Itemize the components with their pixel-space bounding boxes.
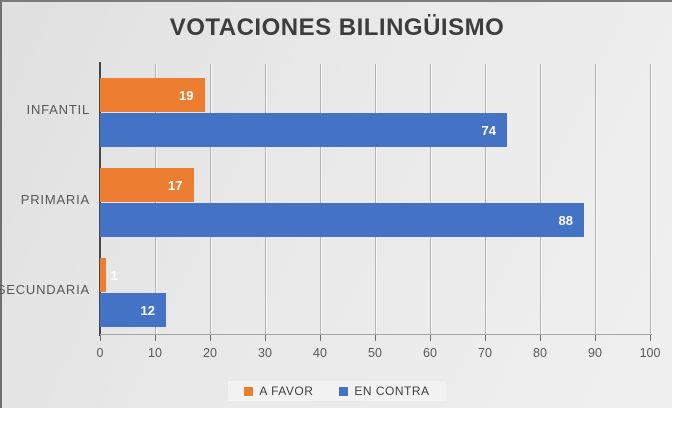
legend-label: A FAVOR	[259, 384, 314, 398]
x-axis-tick	[485, 335, 486, 341]
category-label-primaria: PRIMARIA	[20, 191, 90, 207]
x-axis-tick-label: 0	[96, 346, 104, 360]
gridline	[429, 64, 431, 334]
bar-a-favor-secundaria[interactable]: 1	[100, 258, 118, 292]
x-axis-tick-label: 20	[203, 346, 217, 360]
plot-area: 19 74 17 88 1 12	[99, 62, 651, 336]
bar-en-contra-secundaria[interactable]: 12	[100, 293, 166, 327]
category-label-infantil: INFANTIL	[26, 101, 90, 117]
bar-value-label: 1	[110, 267, 118, 283]
x-axis-tick-label: 70	[478, 346, 492, 360]
x-axis-tick-label: 40	[313, 346, 327, 360]
bar-value-label: 74	[481, 122, 496, 138]
x-axis-tick	[430, 335, 431, 341]
gridline	[484, 64, 486, 334]
x-axis-tick-label: 90	[588, 346, 602, 360]
x-axis-tick-label: 80	[533, 346, 547, 360]
bar-en-contra-infantil[interactable]: 74	[100, 113, 507, 147]
x-axis-tick-label: 10	[148, 346, 162, 360]
gridline	[374, 64, 376, 334]
bar-a-favor-infantil[interactable]: 19	[100, 78, 205, 112]
x-axis-tick	[155, 335, 156, 341]
chart-title: VOTACIONES BILINGÜISMO	[169, 14, 505, 41]
bar-en-contra-primaria[interactable]: 88	[100, 203, 584, 237]
legend-item-en-contra[interactable]: EN CONTRA	[339, 384, 429, 398]
gridline	[539, 64, 541, 334]
x-axis-tick	[320, 335, 321, 341]
category-label-secundaria: SECUNDARIA	[0, 281, 90, 297]
legend-swatch-en-contra	[339, 386, 349, 396]
x-axis-tick-label: 50	[368, 346, 382, 360]
bar-value-label: 17	[168, 177, 183, 193]
chart-frame: VOTACIONES BILINGÜISMO 19 74 17 88 1 12 INFAN…	[0, 0, 672, 408]
x-axis-tick	[540, 335, 541, 341]
gridline	[319, 64, 321, 334]
gridline	[649, 64, 651, 334]
x-axis-tick-label: 60	[423, 346, 437, 360]
x-axis-tick-label: 30	[258, 346, 272, 360]
bar-value-label: 19	[179, 87, 194, 103]
bar-value-label: 12	[140, 302, 155, 318]
gridline	[594, 64, 596, 334]
x-axis-tick	[100, 335, 101, 341]
x-axis-tick	[210, 335, 211, 341]
x-axis-tick	[650, 335, 651, 341]
x-axis-tick	[595, 335, 596, 341]
bar-value-label: 88	[558, 212, 573, 228]
legend-swatch-a-favor	[244, 386, 254, 396]
legend-label: EN CONTRA	[354, 384, 430, 398]
legend-item-a-favor[interactable]: A FAVOR	[244, 384, 313, 398]
x-axis-tick	[375, 335, 376, 341]
legend-box: A FAVOR EN CONTRA	[228, 381, 446, 401]
gridline	[264, 64, 266, 334]
bar-a-favor-primaria[interactable]: 17	[100, 168, 194, 202]
gridline	[209, 64, 211, 334]
x-axis-tick-label: 100	[639, 346, 661, 360]
legend: A FAVOR EN CONTRA	[2, 381, 672, 401]
x-axis-line	[100, 334, 652, 335]
x-axis-tick	[265, 335, 266, 341]
